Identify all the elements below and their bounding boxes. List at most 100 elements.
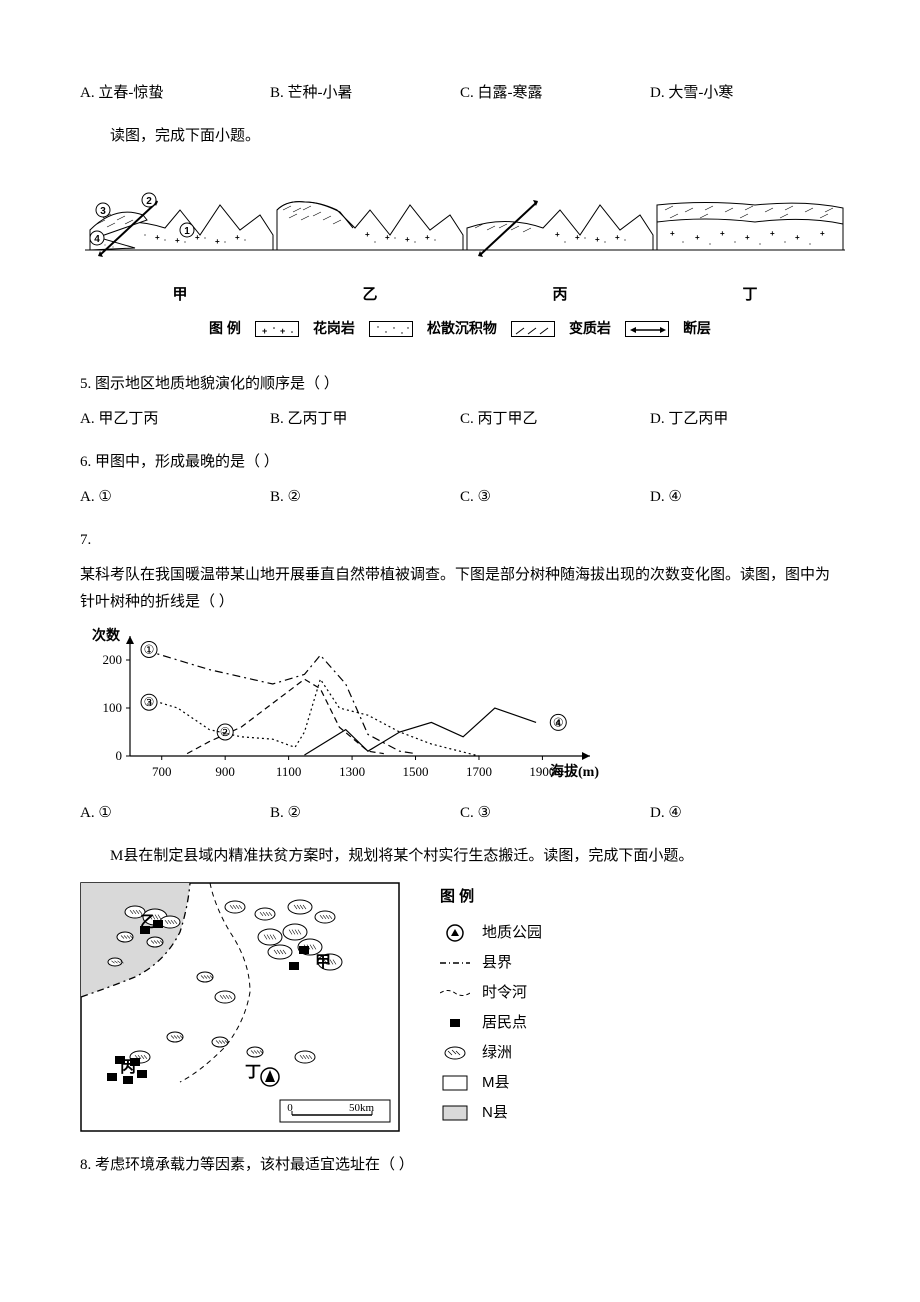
option-key: B. bbox=[270, 805, 284, 821]
option-c: C. ③ bbox=[460, 484, 650, 511]
panel-jia: +++++ 1 2 3 4 甲 bbox=[85, 180, 275, 308]
svg-text:+: + bbox=[175, 236, 180, 245]
svg-text:+: + bbox=[745, 233, 750, 242]
panel-label: 丁 bbox=[655, 281, 845, 308]
svg-text:+: + bbox=[215, 237, 220, 246]
svg-text:0: 0 bbox=[116, 748, 123, 763]
legend-oasis: 绿洲 bbox=[440, 1038, 542, 1068]
map-legend: 图 例 地质公园 县界 时令河 居民点 绿洲 M县 N县 bbox=[440, 882, 542, 1132]
svg-text:1100: 1100 bbox=[276, 764, 302, 779]
option-a: A. ① bbox=[80, 484, 270, 511]
svg-text:+: + bbox=[595, 235, 600, 244]
option-text: ① bbox=[98, 489, 111, 505]
svg-text:+: + bbox=[425, 233, 430, 242]
legend-label: 断层 bbox=[683, 316, 711, 341]
svg-text:3: 3 bbox=[100, 206, 106, 217]
svg-text:1700: 1700 bbox=[466, 764, 492, 779]
option-text: ④ bbox=[668, 805, 681, 821]
option-key: A. bbox=[80, 805, 95, 821]
swatch-sediment bbox=[369, 321, 413, 337]
svg-text:1300: 1300 bbox=[339, 764, 365, 779]
legend-label: 绿洲 bbox=[482, 1038, 512, 1068]
panel-ding: +++++++ 丁 bbox=[655, 180, 845, 308]
svg-text:+: + bbox=[795, 233, 800, 242]
option-key: D. bbox=[650, 411, 665, 427]
option-a: A. ① bbox=[80, 800, 270, 827]
q8-stem: 8. 考虑环境承载力等因素，该村最适宜选址在（ ） bbox=[80, 1152, 840, 1179]
legend-settlement: 居民点 bbox=[440, 1008, 542, 1038]
option-text: 丙丁甲乙 bbox=[478, 411, 538, 427]
option-c: C. ③ bbox=[460, 800, 650, 827]
legend-label: 变质岩 bbox=[569, 316, 611, 341]
svg-text:丙: 丙 bbox=[120, 1058, 136, 1076]
legend-river: 时令河 bbox=[440, 978, 542, 1008]
option-text: ② bbox=[288, 805, 301, 821]
option-text: 白露-寒露 bbox=[478, 85, 543, 101]
option-d: D. ④ bbox=[650, 800, 840, 827]
svg-text:④: ④ bbox=[553, 716, 564, 730]
svg-text:①: ① bbox=[144, 643, 155, 657]
option-b: B. ② bbox=[270, 484, 460, 511]
option-c: C. 丙丁甲乙 bbox=[460, 406, 650, 433]
option-text: 乙丙丁甲 bbox=[288, 411, 348, 427]
option-a: A. 立春-惊蛰 bbox=[80, 80, 270, 107]
svg-text:+: + bbox=[615, 233, 620, 242]
svg-text:+: + bbox=[385, 233, 390, 242]
svg-text:1: 1 bbox=[184, 226, 190, 237]
legend-label: 地质公园 bbox=[482, 918, 542, 948]
svg-text:2: 2 bbox=[146, 196, 152, 207]
option-text: ② bbox=[288, 489, 301, 505]
svg-text:+: + bbox=[262, 326, 267, 336]
option-key: C. bbox=[460, 805, 474, 821]
svg-text:+: + bbox=[720, 229, 725, 238]
option-d: D. 丁乙丙甲 bbox=[650, 406, 840, 433]
svg-text:1500: 1500 bbox=[403, 764, 429, 779]
svg-text:+: + bbox=[195, 233, 200, 242]
option-key: C. bbox=[460, 85, 474, 101]
svg-text:丁: 丁 bbox=[245, 1064, 261, 1081]
svg-text:1900: 1900 bbox=[529, 764, 555, 779]
svg-text:100: 100 bbox=[103, 700, 123, 715]
q5-stem: 5. 图示地区地质地貌演化的顺序是（ ） bbox=[80, 371, 840, 398]
legend-ncounty: N县 bbox=[440, 1098, 542, 1128]
legend-label: 松散沉积物 bbox=[427, 316, 497, 341]
option-text: 大雪-小寒 bbox=[668, 85, 733, 101]
map-intro: M县在制定县域内精准扶贫方案时，规划将某个村实行生态搬迁。读图，完成下面小题。 bbox=[80, 843, 840, 870]
q7-num: 7. bbox=[80, 527, 840, 554]
option-key: A. bbox=[80, 85, 95, 101]
option-key: D. bbox=[650, 85, 665, 101]
q6-options: A. ① B. ② C. ③ D. ④ bbox=[80, 484, 840, 511]
svg-text:乙: 乙 bbox=[140, 914, 156, 931]
swatch-metamorphic bbox=[511, 321, 555, 337]
option-text: ① bbox=[98, 805, 111, 821]
legend-label: 居民点 bbox=[482, 1008, 527, 1038]
panel-yi: ++++ 乙 bbox=[275, 180, 465, 308]
svg-text:+: + bbox=[670, 229, 675, 238]
option-key: D. bbox=[650, 805, 665, 821]
svg-text:+: + bbox=[575, 233, 580, 242]
species-chart: 次数海拔(m)010020070090011001300150017001900… bbox=[80, 626, 840, 796]
option-key: C. bbox=[460, 411, 474, 427]
read-prompt: 读图，完成下面小题。 bbox=[80, 123, 840, 150]
svg-text:②: ② bbox=[220, 725, 231, 739]
map-legend-title: 图 例 bbox=[440, 882, 542, 912]
svg-text:海拔(m): 海拔(m) bbox=[550, 763, 599, 780]
option-key: A. bbox=[80, 411, 95, 427]
panel-label: 乙 bbox=[275, 281, 465, 308]
option-text: 丁乙丙甲 bbox=[668, 411, 728, 427]
option-b: B. 乙丙丁甲 bbox=[270, 406, 460, 433]
legend-label: 花岗岩 bbox=[313, 316, 355, 341]
option-text: ③ bbox=[478, 805, 491, 821]
svg-text:次数: 次数 bbox=[92, 627, 121, 644]
svg-text:+: + bbox=[235, 233, 240, 242]
svg-text:③: ③ bbox=[144, 695, 155, 709]
geology-legend: 图 例 ++ 花岗岩 松散沉积物 变质岩 断层 bbox=[80, 316, 840, 341]
legend-label: M县 bbox=[482, 1068, 510, 1098]
option-text: 甲乙丁丙 bbox=[98, 411, 158, 427]
county-map: 乙甲丙丁050km 图 例 地质公园 县界 时令河 居民点 绿洲 M县 N县 bbox=[80, 882, 840, 1132]
q6-stem: 6. 甲图中，形成最晚的是（ ） bbox=[80, 449, 840, 476]
geology-panels: +++++ 1 2 3 4 甲 bbox=[80, 180, 840, 308]
option-key: B. bbox=[270, 489, 284, 505]
svg-text:+: + bbox=[280, 326, 285, 336]
q7-stem: 某科考队在我国暖温带某山地开展垂直自然带植被调查。下图是部分树种随海拔出现的次数… bbox=[80, 562, 840, 616]
